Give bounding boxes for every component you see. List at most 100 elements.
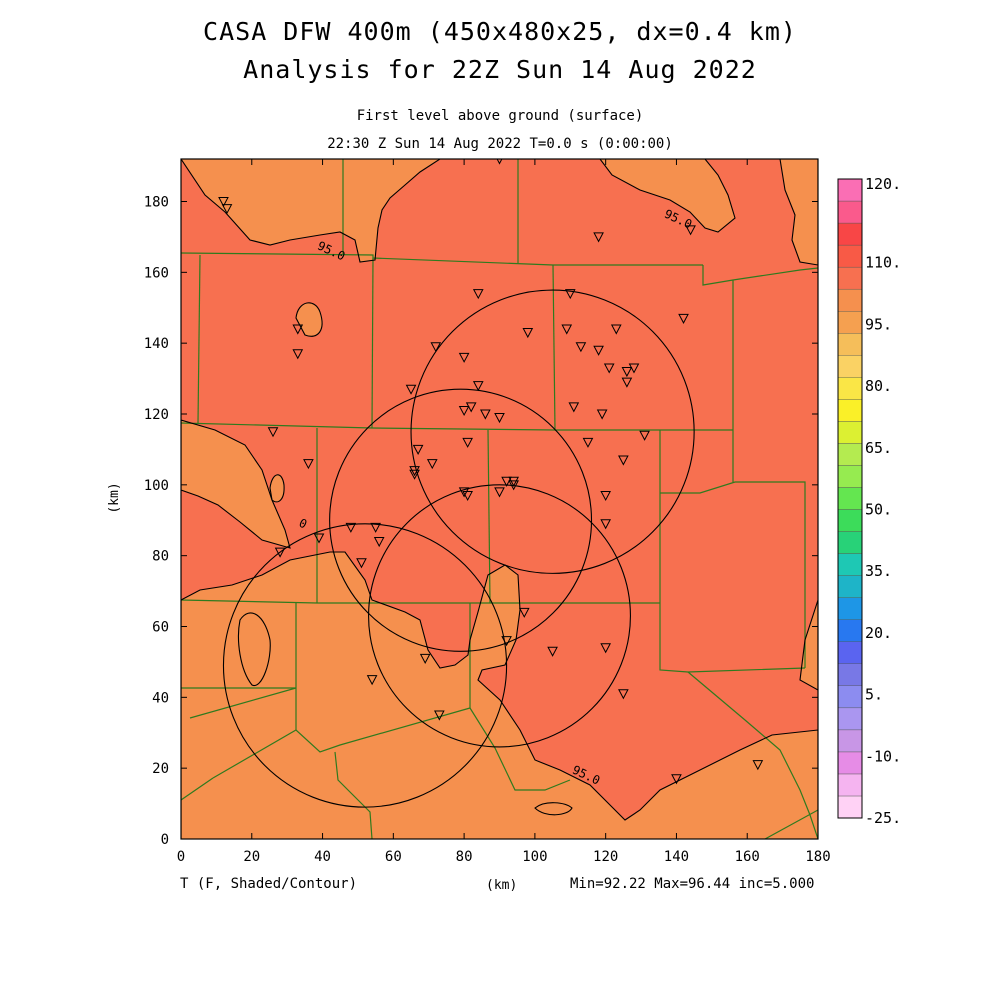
station-marker [370, 522, 381, 533]
x-tick-label: 0 [177, 849, 185, 865]
contour-line-95 [295, 302, 323, 337]
colorbar-swatch [837, 355, 863, 378]
station-marker [303, 459, 314, 470]
station-marker [267, 427, 279, 438]
station-marker [508, 476, 519, 487]
colorbar-label: 65. [865, 439, 892, 457]
x-tick-label: 40 [314, 849, 331, 865]
y-axis-label: (km) [107, 482, 122, 513]
station-marker [366, 675, 378, 686]
station-marker [409, 469, 420, 480]
cool-region-north-a [181, 159, 440, 262]
colorbar-label: 50. [865, 501, 892, 519]
station-marker [575, 342, 587, 353]
station-marker [501, 636, 512, 647]
colorbar-label: -10. [865, 747, 901, 765]
colorbar-swatch [837, 685, 863, 709]
variable-label: T (F, Shaded/Contour) [180, 876, 358, 892]
station-marker [600, 490, 611, 502]
contour-line-95 [181, 551, 818, 839]
contour-line-95 [534, 802, 573, 816]
station-marker [494, 487, 505, 498]
chart-title-line-1: CASA DFW 400m (450x480x25, dx=0.4 km) [203, 17, 797, 46]
station-marker [462, 437, 473, 448]
station-marker [292, 349, 304, 360]
x-axis-label: (km) [486, 878, 518, 893]
colorbar-swatch [837, 222, 863, 246]
cool-region-southwest [181, 552, 818, 839]
station-marker [508, 480, 519, 491]
colorbar-swatch [837, 751, 863, 775]
x-tick-label: 100 [522, 849, 547, 865]
station-marker [465, 402, 477, 413]
colorbar-label: 80. [865, 377, 892, 395]
radar-range-ring [222, 523, 508, 808]
y-tick-label: 60 [152, 620, 169, 636]
station-marker [462, 490, 473, 502]
colorbar-swatch [837, 773, 863, 797]
contour-line-95 [181, 419, 291, 549]
station-marker [685, 225, 696, 236]
contour-line-95 [237, 612, 271, 686]
station-marker [274, 547, 286, 558]
radar-range-ring [329, 388, 593, 652]
colorbar-swatch [837, 421, 863, 444]
station-marker [752, 760, 764, 771]
colorbar-swatch [837, 553, 863, 576]
station-marker [582, 437, 594, 448]
station-marker [472, 289, 484, 300]
station-marker [547, 646, 558, 657]
level-label: First level above ground (surface) [356, 108, 644, 124]
colorbar-swatch [837, 266, 863, 290]
contour-line-95 [779, 159, 818, 266]
colorbar-swatch [837, 619, 863, 642]
station-marker [292, 324, 304, 335]
stats-label: Min=92.22 Max=96.44 inc=5.000 [570, 876, 815, 892]
station-marker [472, 381, 484, 392]
colorbar-swatch [837, 795, 863, 819]
station-marker [600, 519, 611, 530]
colorbar-swatch [837, 178, 863, 202]
colorbar-swatch [837, 465, 863, 488]
temperature-field [181, 159, 818, 839]
station-marker [313, 533, 325, 544]
colorbar-swatch [837, 575, 863, 598]
station-marker [621, 367, 633, 378]
cool-island-4 [238, 612, 271, 686]
station-marker [603, 363, 615, 374]
time-label: 22:30 Z Sun 14 Aug 2022 T=0.0 s (0:00:00… [327, 136, 673, 152]
station-marker [618, 689, 629, 700]
colorbar-swatch [837, 311, 863, 334]
station-marker [373, 537, 385, 548]
cool-region-north-b [560, 159, 735, 232]
station-marker [518, 607, 530, 618]
y-tick-label: 120 [144, 407, 169, 423]
y-tick-label: 40 [152, 690, 169, 706]
contour-line-95 [799, 599, 818, 691]
x-tick-label: 160 [735, 849, 760, 865]
station-marker [434, 710, 445, 721]
colorbar-swatch [837, 377, 863, 400]
colorbar-swatch [837, 597, 863, 620]
station-marker [412, 444, 424, 455]
station-marker [458, 487, 470, 498]
colorbar-label: 5. [865, 686, 883, 704]
x-tick-label: 80 [456, 849, 473, 865]
colorbar-label: 110. [865, 254, 901, 272]
x-tick-label: 140 [664, 849, 689, 865]
x-tick-label: 180 [805, 849, 830, 865]
contour-line-95 [560, 159, 736, 233]
radar-range-ring [410, 289, 695, 574]
colorbar-label: 120. [865, 175, 901, 193]
station-marker [618, 455, 629, 466]
station-marker [409, 466, 420, 477]
colorbar-swatch [837, 244, 863, 268]
station-marker [568, 402, 580, 413]
station-marker [593, 232, 604, 243]
station-marker [593, 345, 604, 356]
chart-title-line-2: Analysis for 22Z Sun 14 Aug 2022 [243, 55, 757, 84]
contour-line-95 [181, 159, 442, 263]
x-tick-label: 120 [593, 849, 618, 865]
colorbar-label: -25. [865, 809, 901, 827]
